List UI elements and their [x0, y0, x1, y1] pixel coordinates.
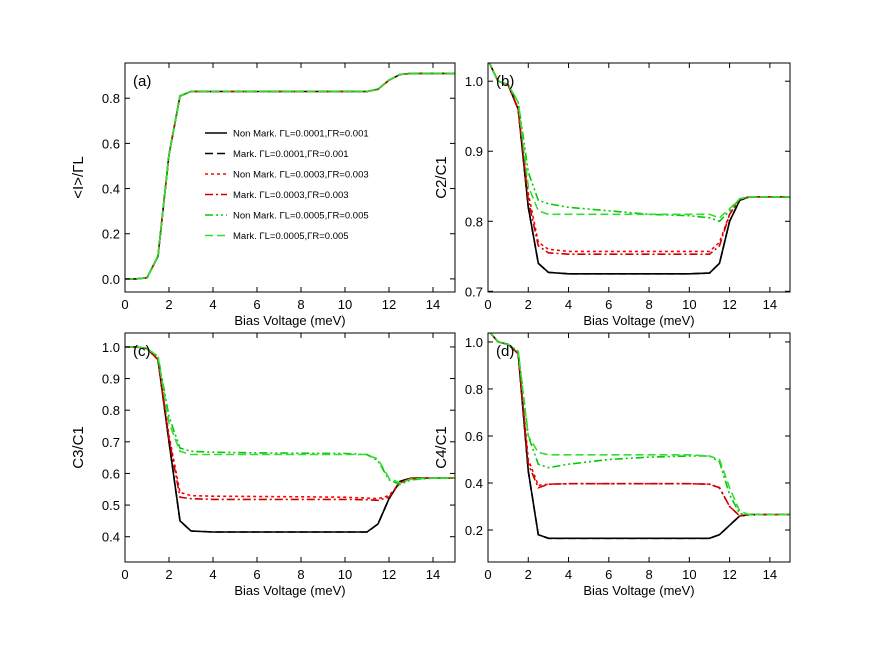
x-tick-label: 14: [426, 297, 440, 312]
x-tick-label: 12: [382, 297, 396, 312]
y-tick-label: 0.9: [465, 144, 483, 159]
x-tick-label: 6: [605, 297, 612, 312]
data-line: [125, 346, 455, 502]
legend-label: Mark. ΓL=0.0005,ΓR=0.005: [233, 231, 349, 242]
panel-label: (c): [133, 343, 151, 360]
y-tick-label: 0.8: [102, 403, 120, 418]
y-axis-label: C2/C1: [433, 156, 450, 199]
x-tick-label: 12: [722, 297, 736, 312]
x-tick-label: 4: [209, 297, 216, 312]
x-tick-label: 2: [165, 297, 172, 312]
y-tick-label: 0.7: [102, 435, 120, 450]
x-tick-label: 14: [763, 567, 777, 582]
plot-area: [125, 346, 455, 533]
legend-label: Mark. ΓL=0.0003,ΓR=0.003: [233, 190, 349, 201]
data-line: [489, 333, 790, 540]
data-line: [488, 63, 790, 275]
plot-area: [488, 63, 790, 275]
x-tick-label: 4: [565, 567, 572, 582]
y-tick-label: 0.2: [465, 523, 483, 538]
legend-label: Non Mark. ΓL=0.0003,ΓR=0.003: [233, 170, 369, 181]
x-tick-label: 14: [426, 567, 440, 582]
data-line: [125, 346, 455, 533]
x-tick-label: 8: [297, 567, 304, 582]
x-tick-label: 8: [645, 297, 652, 312]
y-tick-label: 0.2: [102, 227, 120, 242]
frame: [487, 62, 791, 293]
x-tick-label: 10: [682, 567, 696, 582]
x-tick-label: 2: [165, 567, 172, 582]
data-line: [488, 63, 790, 255]
plot-area: [125, 72, 455, 280]
y-tick-label: 0.0: [102, 272, 120, 287]
x-tick-label: 10: [682, 297, 696, 312]
y-axis-label: <I>/ΓL: [70, 156, 87, 198]
y-tick-label: 0.4: [102, 530, 120, 545]
panel-label: (d): [496, 343, 514, 360]
data-line: [489, 333, 790, 517]
panel-label: (b): [496, 73, 514, 90]
x-tick-label: 6: [253, 567, 260, 582]
x-tick-label: 8: [297, 297, 304, 312]
x-tick-label: 14: [763, 297, 777, 312]
y-tick-label: 0.7: [465, 284, 483, 299]
data-line: [489, 333, 790, 516]
x-tick-label: 4: [209, 567, 216, 582]
frame: [124, 62, 456, 293]
y-tick-label: 0.8: [102, 91, 120, 106]
data-line: [125, 346, 455, 486]
legend-label: Mark. ΓL=0.0001,ΓR=0.001: [233, 149, 349, 160]
x-axis-label: Bias Voltage (meV): [234, 583, 345, 598]
x-tick-label: 12: [722, 567, 736, 582]
x-tick-label: 2: [525, 297, 532, 312]
frame: [487, 332, 791, 563]
x-tick-label: 10: [338, 567, 352, 582]
data-line: [125, 346, 455, 533]
y-tick-label: 0.6: [102, 466, 120, 481]
data-line: [125, 346, 455, 484]
x-tick-label: 0: [121, 297, 128, 312]
y-tick-label: 0.5: [102, 498, 120, 513]
data-line: [489, 333, 790, 516]
y-tick-label: 0.4: [102, 182, 120, 197]
x-axis-label: Bias Voltage (meV): [234, 313, 345, 328]
x-tick-label: 0: [121, 567, 128, 582]
y-tick-label: 0.6: [102, 136, 120, 151]
x-tick-label: 0: [484, 567, 491, 582]
x-tick-label: 12: [382, 567, 396, 582]
data-line: [125, 72, 455, 280]
data-line: [488, 63, 790, 219]
x-axis-label: Bias Voltage (meV): [583, 313, 694, 328]
y-axis-label: C3/C1: [70, 426, 87, 469]
legend-label: Non Mark. ΓL=0.0001,ΓR=0.001: [233, 129, 369, 140]
y-tick-label: 0.9: [102, 372, 120, 387]
y-tick-label: 1.0: [102, 340, 120, 355]
x-tick-label: 2: [525, 567, 532, 582]
panel-label: (a): [133, 73, 151, 90]
x-tick-label: 4: [565, 297, 572, 312]
y-tick-label: 1.0: [465, 74, 483, 89]
x-tick-label: 6: [253, 297, 260, 312]
y-tick-label: 0.8: [465, 382, 483, 397]
x-axis-label: Bias Voltage (meV): [583, 583, 694, 598]
data-line: [489, 333, 790, 517]
x-tick-label: 6: [605, 567, 612, 582]
y-axis-label: C4/C1: [433, 426, 450, 469]
data-line: [488, 63, 790, 253]
y-tick-label: 1.0: [465, 335, 483, 350]
y-tick-label: 0.8: [465, 214, 483, 229]
frame: [124, 332, 456, 563]
legend-label: Non Mark. ΓL=0.0005,ΓR=0.005: [233, 211, 369, 222]
x-tick-label: 10: [338, 297, 352, 312]
y-tick-label: 0.6: [465, 429, 483, 444]
data-line: [488, 63, 790, 275]
x-tick-label: 8: [645, 567, 652, 582]
x-tick-label: 0: [484, 297, 491, 312]
plot-area: [489, 333, 790, 540]
data-line: [125, 346, 455, 500]
y-tick-label: 0.4: [465, 476, 483, 491]
